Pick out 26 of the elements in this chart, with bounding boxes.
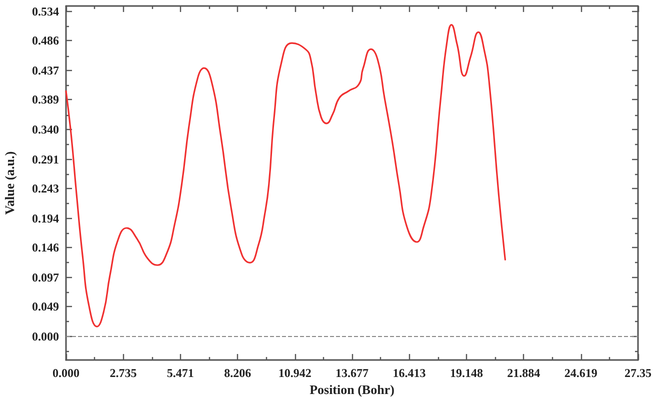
y-axis-title: Value (a.u.) bbox=[2, 151, 17, 215]
y-tick-label: 0.146 bbox=[32, 240, 59, 254]
y-tick-label: 0.097 bbox=[32, 270, 59, 284]
x-tick-label: 0.000 bbox=[52, 366, 80, 380]
x-tick-label: 13.677 bbox=[336, 366, 369, 380]
x-tick-label: 27.35 bbox=[624, 366, 652, 380]
y-tick-label: 0.049 bbox=[32, 299, 59, 314]
x-tick-label: 24.619 bbox=[564, 366, 598, 380]
x-tick-label: 21.884 bbox=[507, 366, 540, 380]
y-tick-label: 0.437 bbox=[32, 63, 59, 78]
x-tick-label: 16.413 bbox=[392, 366, 426, 380]
y-tick-label: 0.243 bbox=[32, 181, 59, 196]
y-tick-label: 0.194 bbox=[32, 211, 59, 226]
y-tick-label: 0.291 bbox=[32, 152, 59, 166]
x-tick-label: 10.942 bbox=[278, 366, 312, 380]
x-tick-label: 19.148 bbox=[450, 366, 483, 380]
y-tick-label: 0.486 bbox=[32, 34, 59, 48]
x-tick-label: 8.206 bbox=[224, 366, 252, 380]
y-tick-label: 0.340 bbox=[32, 122, 59, 136]
y-tick-label: 0.534 bbox=[32, 4, 59, 18]
x-axis-title: Position (Bohr) bbox=[310, 382, 394, 397]
y-tick-label: 0.389 bbox=[32, 92, 59, 107]
y-tick-label: 0.000 bbox=[32, 329, 59, 344]
line-series bbox=[65, 24, 506, 328]
x-tick-label: 5.471 bbox=[166, 366, 194, 380]
x-tick-label: 2.735 bbox=[110, 366, 137, 380]
